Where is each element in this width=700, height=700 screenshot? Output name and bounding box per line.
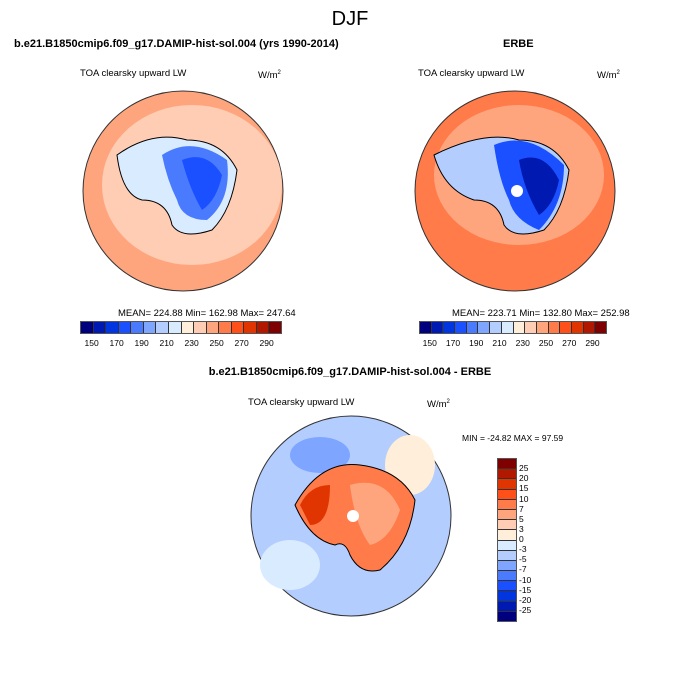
colorbar-box (498, 550, 516, 561)
map-model (82, 90, 284, 292)
colorbar-box (106, 322, 119, 333)
colorbar-box (498, 540, 516, 551)
colorbar-tick-label: 5 (519, 513, 524, 524)
colorbar-box (498, 591, 516, 602)
colorbar-box (498, 520, 516, 531)
colorbar-box (93, 322, 107, 333)
colorbar-tick-label: 190 (469, 338, 484, 348)
colorbar-box (420, 322, 432, 333)
colorbar-tick-label: -10 (519, 574, 532, 585)
colorbar-box (244, 322, 257, 333)
colorbar-tick-label: 170 (109, 338, 124, 348)
panel-3-stats: MIN = -24.82 MAX = 97.59 (462, 433, 564, 443)
colorbar-tick-label: 25 (519, 463, 529, 474)
colorbar-box (571, 322, 584, 333)
colorbar-tick-label: 270 (562, 338, 577, 348)
colorbar-tick-label: 7 (519, 503, 524, 514)
colorbar-box (498, 530, 516, 541)
panel-2-title: ERBE (503, 38, 534, 50)
colorbar-tick-label: -3 (519, 544, 527, 555)
colorbar-box (118, 322, 132, 333)
colorbar-tick-label: 0 (519, 534, 524, 544)
colorbar-tick-label: -20 (519, 594, 532, 605)
panel-2-units: W/m2 (597, 70, 620, 82)
colorbar-box (206, 322, 220, 333)
panel-1-stats: MEAN= 224.88 Min= 162.98 Max= 247.64 (118, 308, 296, 319)
colorbar-tick-label: 290 (585, 338, 600, 348)
colorbar-model (80, 321, 282, 334)
colorbar-tick-label: 10 (519, 493, 529, 504)
colorbar-box (443, 322, 456, 333)
colorbar-box (525, 322, 537, 333)
colorbar-tick-label: 150 (422, 338, 437, 348)
colorbar-tick-label: 20 (519, 473, 529, 484)
panel-1-units: W/m2 (258, 70, 281, 82)
colorbar-box (194, 322, 207, 333)
colorbar-box (583, 322, 596, 333)
colorbar-box (269, 322, 281, 333)
colorbar-box (231, 322, 245, 333)
colorbar-box (490, 322, 502, 333)
colorbar-box (501, 322, 514, 333)
colorbar-box (513, 322, 526, 333)
colorbar-box (498, 479, 516, 490)
colorbar-box (498, 560, 516, 572)
colorbar-box (431, 322, 444, 333)
colorbar-tick-label: -15 (519, 584, 532, 595)
colorbar-box (498, 459, 516, 470)
map-erbe (414, 90, 616, 292)
panel-1-title: b.e21.B1850cmip6.f09_g17.DAMIP-hist-sol.… (14, 38, 339, 50)
colorbar-box (143, 322, 157, 333)
colorbar-box (498, 581, 516, 592)
colorbar-box (548, 322, 561, 333)
colorbar-box (455, 322, 467, 333)
colorbar-tick-label: 15 (519, 483, 529, 494)
colorbar-box (498, 571, 516, 582)
colorbar-box (168, 322, 182, 333)
colorbar-tick-label: 170 (445, 338, 461, 348)
panel-2-stats: MEAN= 223.71 Min= 132.80 Max= 252.98 (452, 308, 630, 319)
colorbar-box (131, 322, 144, 333)
colorbar-box (536, 322, 549, 333)
colorbar-box (81, 322, 94, 333)
figure-title: DJF (331, 8, 369, 30)
panel-3-title: b.e21.B1850cmip6.f09_g17.DAMIP-hist-sol.… (208, 366, 492, 378)
colorbar-box (156, 322, 169, 333)
panel-3-variable: TOA clearsky upward LW (248, 397, 355, 408)
colorbar-tick-label: 210 (492, 338, 507, 348)
panel-3-units: W/m2 (427, 399, 450, 411)
colorbar-difference (497, 458, 517, 622)
colorbar-tick-label: 190 (134, 338, 149, 348)
colorbar-tick-label: -5 (519, 554, 527, 565)
colorbar-box (498, 601, 516, 612)
colorbar-box (498, 509, 516, 521)
colorbar-box (498, 499, 516, 510)
colorbar-box (560, 322, 572, 333)
colorbar-tick-label: 250 (209, 338, 224, 348)
colorbar-tick-label: 3 (519, 523, 524, 534)
colorbar-tick-label: 270 (234, 338, 249, 348)
colorbar-box (478, 322, 491, 333)
map-difference (250, 415, 452, 617)
colorbar-erbe (419, 321, 607, 334)
colorbar-box (498, 611, 516, 621)
colorbar-box (498, 469, 516, 480)
panel-2-variable: TOA clearsky upward LW (418, 68, 525, 79)
colorbar-tick-label: -25 (519, 604, 532, 615)
colorbar-tick-label: 230 (184, 338, 199, 348)
colorbar-tick-label: 250 (538, 338, 554, 348)
colorbar-box (595, 322, 606, 333)
colorbar-box (181, 322, 195, 333)
panel-1-variable: TOA clearsky upward LW (80, 68, 187, 79)
colorbar-box (466, 322, 479, 333)
colorbar-tick-label: 150 (84, 338, 99, 348)
colorbar-tick-label: 290 (259, 338, 274, 348)
colorbar-tick-label: 210 (159, 338, 174, 348)
colorbar-tick-label: -7 (519, 564, 527, 575)
colorbar-tick-label: 230 (515, 338, 530, 348)
colorbar-box (219, 322, 232, 333)
colorbar-box (498, 489, 516, 500)
colorbar-box (256, 322, 270, 333)
